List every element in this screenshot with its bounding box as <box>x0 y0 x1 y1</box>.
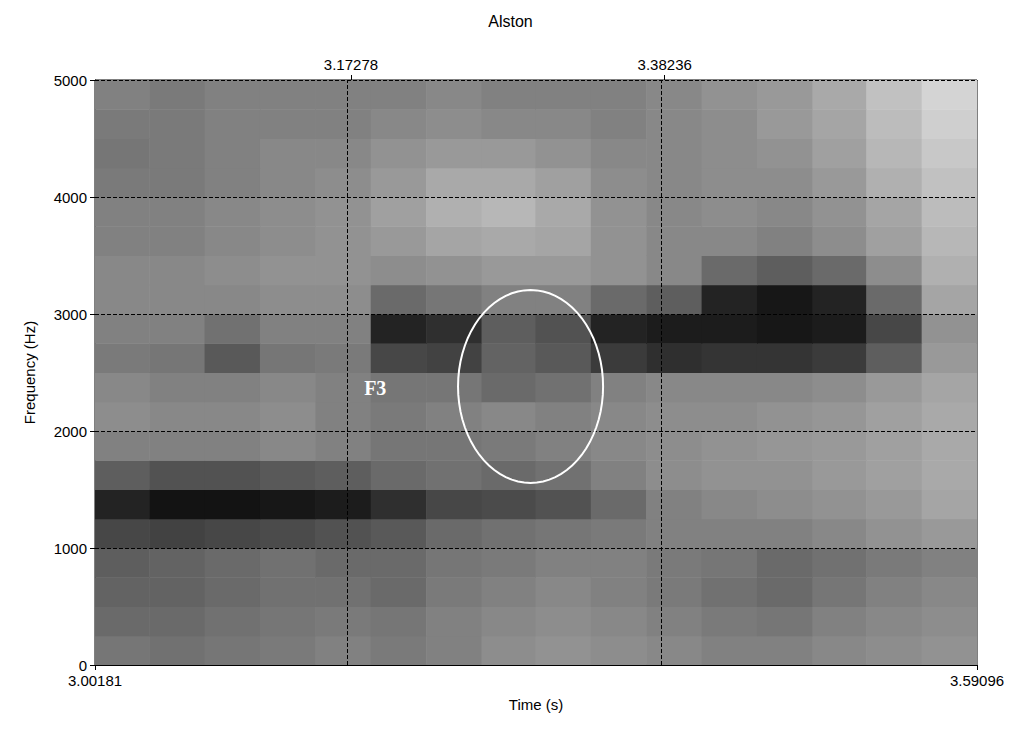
svg-text:F3: F3 <box>364 377 386 399</box>
svg-text:Alston: Alston <box>488 13 532 30</box>
svg-text:Frequency (Hz): Frequency (Hz) <box>21 321 38 424</box>
svg-text:1000: 1000 <box>54 540 87 557</box>
svg-text:5000: 5000 <box>54 72 87 89</box>
svg-text:3000: 3000 <box>54 306 87 323</box>
svg-text:3.17278: 3.17278 <box>324 56 378 73</box>
svg-text:0: 0 <box>79 657 87 674</box>
svg-text:3.59096: 3.59096 <box>950 672 1004 689</box>
svg-text:3.00181: 3.00181 <box>68 672 122 689</box>
svg-text:3.38236: 3.38236 <box>638 56 692 73</box>
svg-text:2000: 2000 <box>54 423 87 440</box>
svg-text:Time (s): Time (s) <box>509 696 563 713</box>
svg-text:4000: 4000 <box>54 189 87 206</box>
